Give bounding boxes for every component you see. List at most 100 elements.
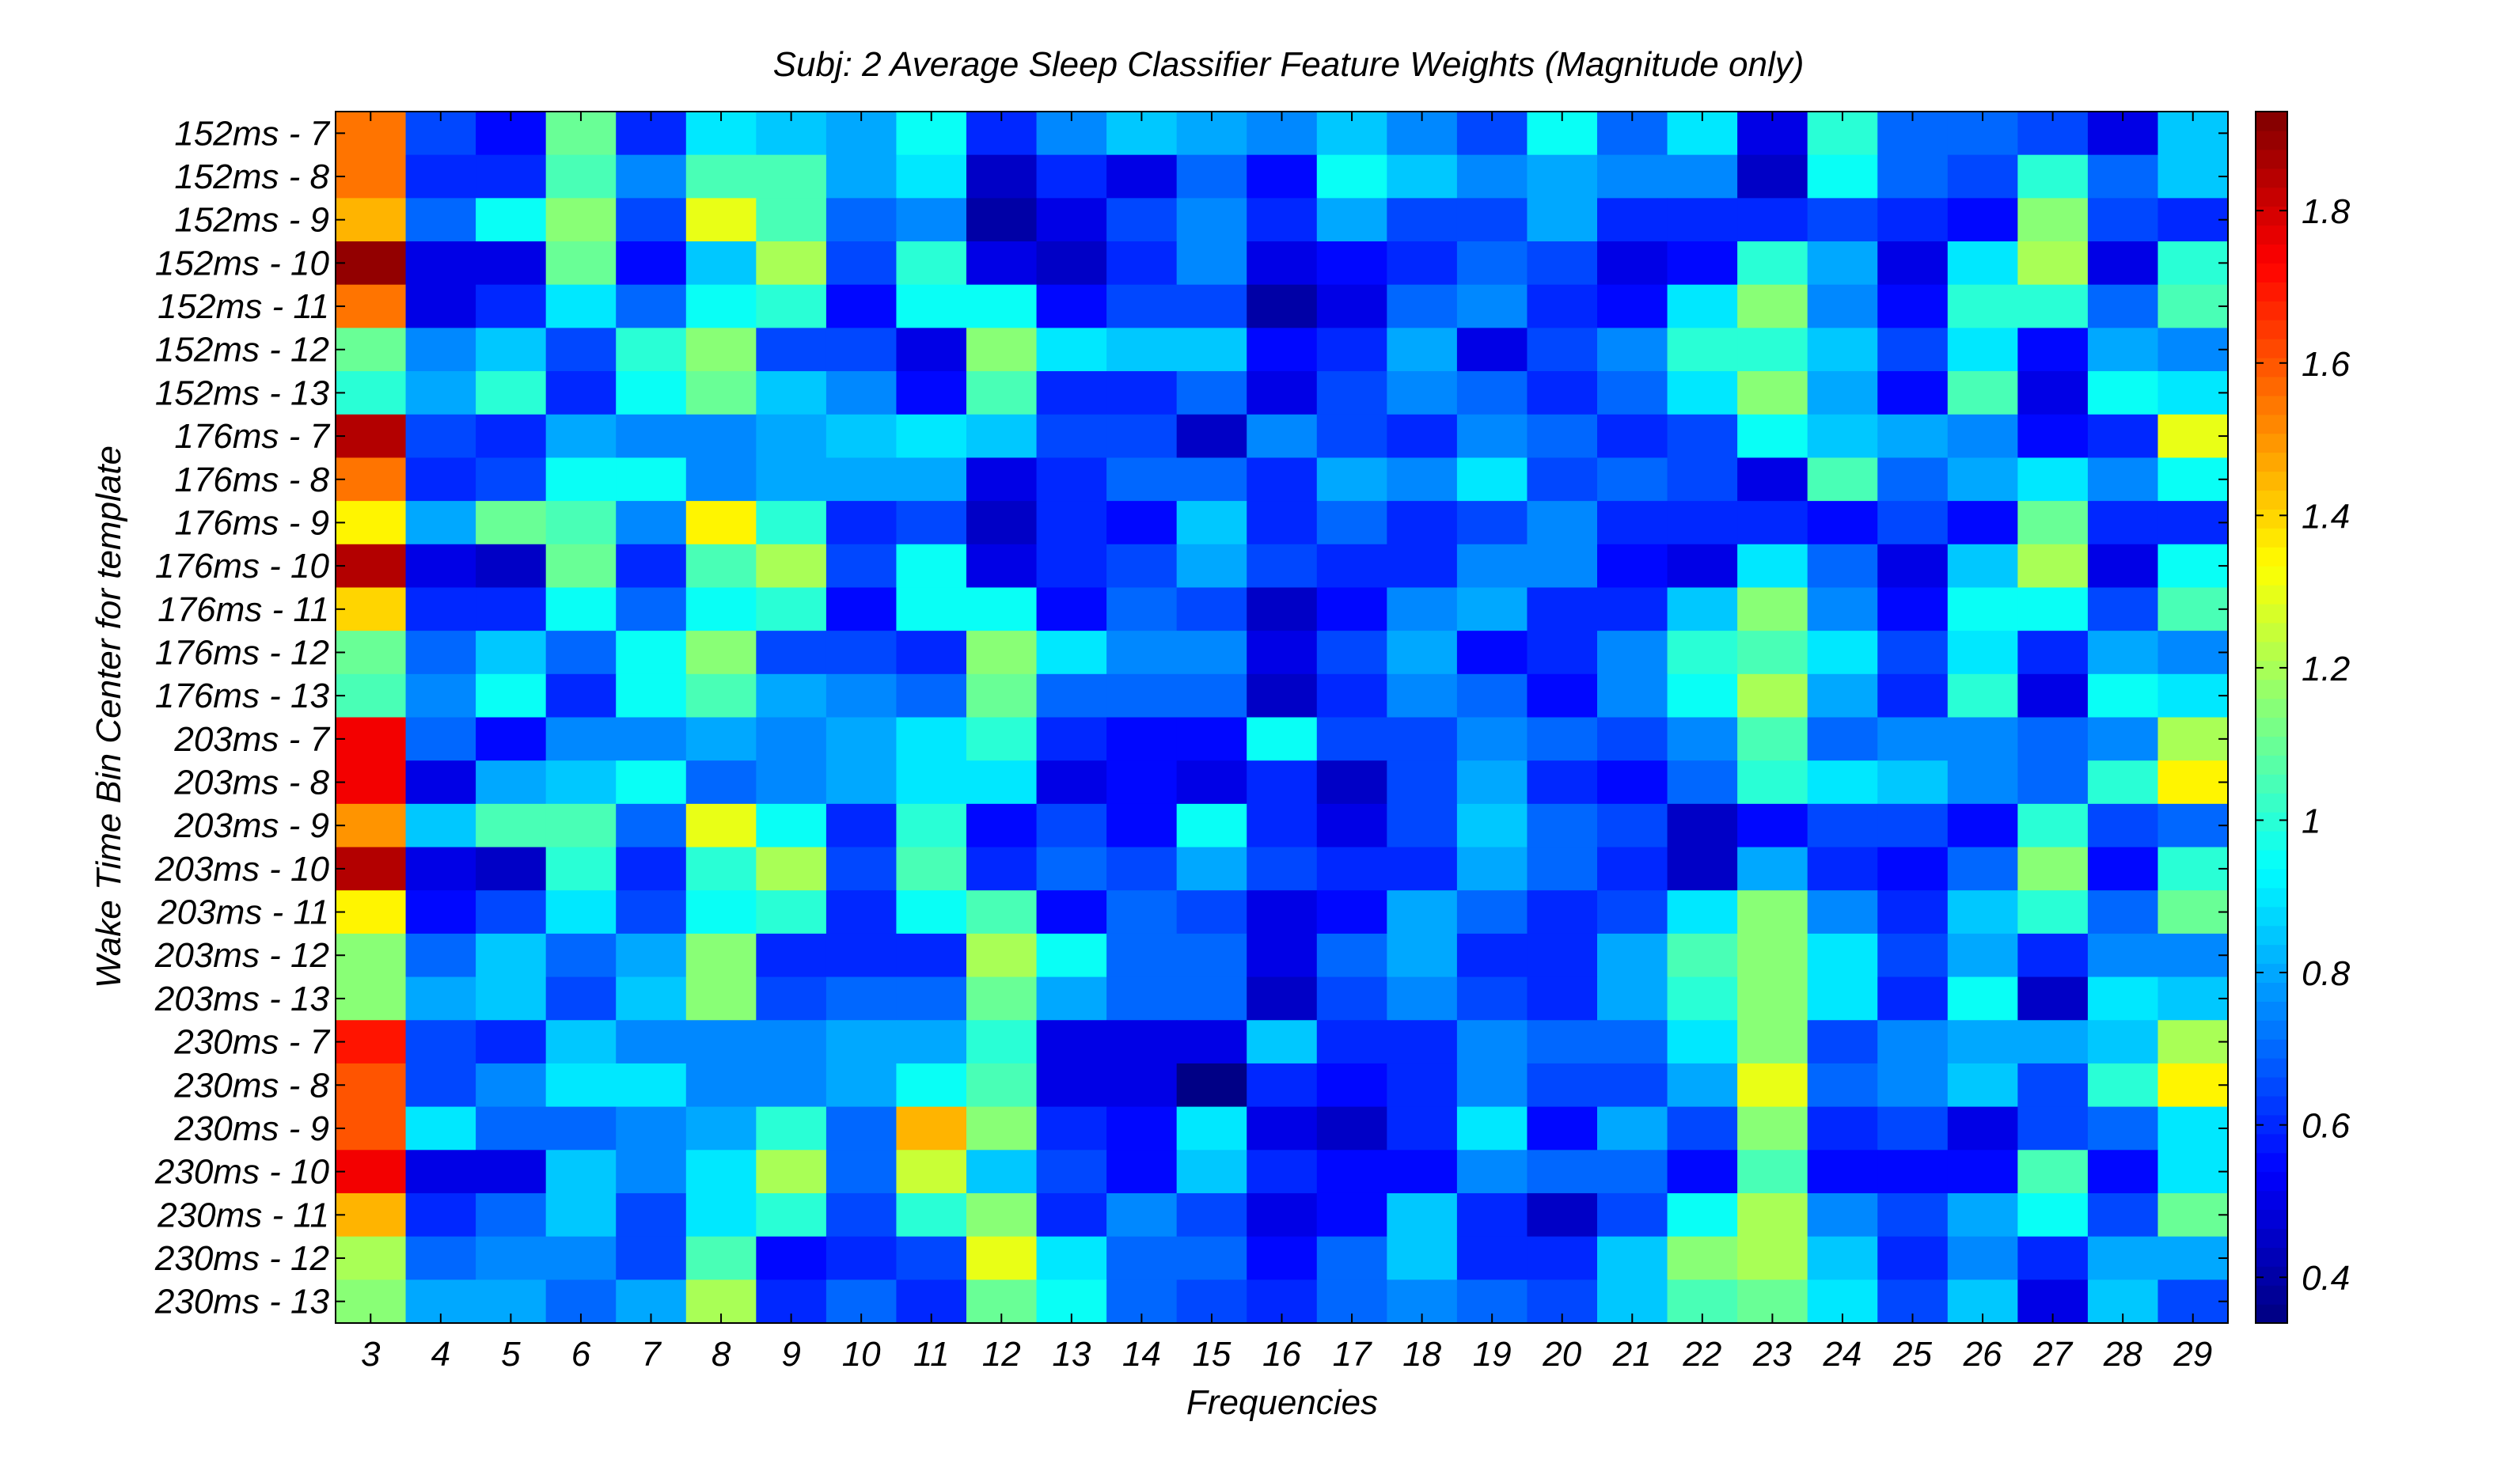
heatmap-cell bbox=[896, 1063, 967, 1108]
heatmap-cell bbox=[476, 673, 547, 718]
heatmap-cell bbox=[616, 241, 687, 286]
heatmap-cell bbox=[896, 760, 967, 805]
heatmap-cell bbox=[1387, 1236, 1458, 1280]
heatmap-cell bbox=[1106, 371, 1178, 415]
heatmap-cell bbox=[1036, 760, 1107, 805]
heatmap-cell bbox=[2017, 1106, 2089, 1151]
heatmap-cell bbox=[1247, 631, 1318, 675]
heatmap-cell bbox=[1106, 631, 1178, 675]
colorbar-segment bbox=[2256, 679, 2287, 699]
heatmap-cell bbox=[1176, 890, 1247, 935]
heatmap-cell bbox=[616, 198, 687, 242]
heatmap-cell bbox=[1176, 328, 1247, 372]
heatmap-cell bbox=[2158, 457, 2229, 502]
heatmap-cell bbox=[476, 198, 547, 242]
heatmap-cell bbox=[2087, 1236, 2159, 1280]
x-tick-label: 4 bbox=[431, 1335, 450, 1374]
heatmap-cell bbox=[2087, 847, 2159, 891]
heatmap-cell bbox=[616, 328, 687, 372]
heatmap-cell bbox=[545, 1236, 617, 1280]
colorbar-tick-label: 1.4 bbox=[2302, 497, 2350, 536]
heatmap-cell bbox=[1877, 1192, 1949, 1238]
heatmap-cell bbox=[2017, 241, 2089, 286]
heatmap-cell bbox=[616, 1236, 687, 1280]
heatmap-cell bbox=[2158, 933, 2229, 978]
heatmap-cell bbox=[1316, 1020, 1387, 1064]
heatmap-cell bbox=[685, 976, 757, 1021]
y-tick-label: 230ms - 13 bbox=[154, 1283, 330, 1321]
heatmap-cell bbox=[2087, 1106, 2159, 1151]
heatmap-cell bbox=[1947, 760, 2018, 805]
heatmap-cell bbox=[2017, 284, 2089, 328]
heatmap-cell bbox=[756, 241, 827, 286]
colorbar-segment bbox=[2256, 168, 2287, 188]
heatmap-cell bbox=[896, 673, 967, 718]
colorbar-segment bbox=[2256, 1058, 2287, 1078]
heatmap-cell bbox=[1456, 1020, 1528, 1064]
heatmap-cell bbox=[1597, 284, 1668, 328]
heatmap-cell bbox=[545, 284, 617, 328]
heatmap-cell bbox=[1527, 1106, 1598, 1151]
heatmap-cell bbox=[1667, 154, 1738, 199]
heatmap-cell bbox=[405, 587, 476, 631]
heatmap-cell bbox=[1387, 371, 1458, 415]
heatmap-cell bbox=[1316, 717, 1387, 761]
heatmap-cell bbox=[2017, 501, 2089, 545]
heatmap-cell bbox=[966, 154, 1038, 199]
colorbar-segment bbox=[2256, 471, 2287, 491]
heatmap-cell bbox=[1877, 717, 1949, 761]
heatmap-cell bbox=[1807, 371, 1878, 415]
heatmap-cell bbox=[2158, 631, 2229, 675]
heatmap-cell bbox=[756, 631, 827, 675]
heatmap-cell bbox=[1527, 371, 1598, 415]
heatmap-cell bbox=[1667, 328, 1738, 372]
heatmap-cell bbox=[545, 673, 617, 718]
heatmap-cell bbox=[1247, 760, 1318, 805]
heatmap-cell bbox=[1527, 1063, 1598, 1108]
heatmap-cell bbox=[1387, 544, 1458, 589]
heatmap-cell bbox=[1527, 328, 1598, 372]
heatmap-cell bbox=[1176, 198, 1247, 242]
heatmap-cell bbox=[1247, 371, 1318, 415]
heatmap-cell bbox=[616, 673, 687, 718]
heatmap-cell bbox=[1877, 587, 1949, 631]
heatmap-cell bbox=[825, 760, 898, 805]
heatmap-cell bbox=[1036, 328, 1107, 372]
heatmap-cell bbox=[1597, 587, 1668, 631]
heatmap-cell bbox=[1036, 890, 1107, 935]
heatmap-cell bbox=[1737, 1063, 1808, 1108]
heatmap-cell bbox=[1387, 1020, 1458, 1064]
heatmap-cell bbox=[1877, 631, 1949, 675]
heatmap-cell bbox=[1877, 976, 1949, 1021]
colorbar-segment bbox=[2256, 925, 2287, 946]
heatmap-cell bbox=[1597, 241, 1668, 286]
heatmap-cell bbox=[1527, 976, 1598, 1021]
heatmap-cell bbox=[405, 1150, 476, 1194]
heatmap-cell bbox=[1387, 1063, 1458, 1108]
heatmap-cell bbox=[1947, 803, 2018, 848]
heatmap-cell bbox=[2017, 803, 2089, 848]
heatmap-cell bbox=[1106, 544, 1178, 589]
heatmap-cell bbox=[1877, 890, 1949, 935]
heatmap-cell bbox=[685, 1150, 757, 1194]
heatmap-cell bbox=[896, 631, 967, 675]
x-tick-label: 14 bbox=[1122, 1335, 1161, 1374]
chart-title: Subj: 2 Average Sleep Classifier Feature… bbox=[773, 45, 1805, 84]
heatmap-cell bbox=[545, 501, 617, 545]
heatmap-cell bbox=[685, 414, 757, 459]
heatmap-cell bbox=[1947, 1020, 2018, 1064]
heatmap-cell bbox=[1877, 328, 1949, 372]
heatmap-cell bbox=[476, 1192, 547, 1238]
colorbar-segment bbox=[2256, 263, 2287, 282]
heatmap-cell bbox=[405, 673, 476, 718]
heatmap-cell bbox=[896, 933, 967, 978]
heatmap-cell bbox=[405, 544, 476, 589]
heatmap-cell bbox=[2017, 631, 2089, 675]
y-tick-label: 203ms - 10 bbox=[154, 850, 330, 889]
heatmap-cell bbox=[1247, 847, 1318, 891]
colorbar-segment bbox=[2256, 1304, 2287, 1324]
heatmap-cell bbox=[1106, 1150, 1178, 1194]
heatmap-cell bbox=[405, 328, 476, 372]
heatmap-cell bbox=[1947, 457, 2018, 502]
heatmap-cell bbox=[476, 501, 547, 545]
